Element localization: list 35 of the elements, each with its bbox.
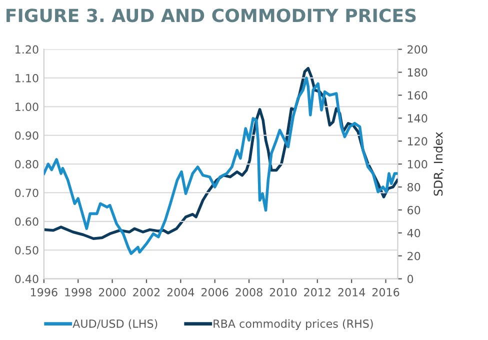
x-tick-label: 2000 — [98, 288, 126, 296]
y2-tick-label: 60 — [408, 206, 420, 214]
x-tick-label: 2004 — [167, 288, 194, 296]
y-tick-label: 0.70 — [15, 188, 38, 198]
y2-tick-label: 40 — [407, 228, 420, 238]
x-tick-label: 2002 — [133, 288, 160, 296]
y2-tick-label: 140 — [408, 114, 428, 123]
legend-label: RBA commodity prices (RHS) — [214, 319, 373, 330]
y2-tick-label: 200 — [408, 45, 428, 54]
y2-tick-label: 0 — [407, 274, 414, 284]
y2-tick-label: 120 — [408, 137, 428, 146]
x-tick-label: 1998 — [65, 288, 92, 296]
y-tick-label: 0.40 — [15, 274, 38, 284]
x-tick-label: 2010 — [270, 288, 297, 296]
chart-title: FIGURE 3. AUD AND COMMODITY PRICES — [6, 8, 416, 22]
y-tick-label: 1.20 — [16, 45, 38, 54]
y-tick-label: 0.60 — [15, 217, 38, 226]
y2-tick-label: 180 — [408, 68, 428, 77]
y-tick-label: 1.00 — [16, 102, 38, 112]
y-tick-label: 1.10 — [16, 74, 38, 82]
x-tick-label: 2008 — [236, 288, 262, 296]
y-tick-label: 0.80 — [15, 160, 38, 168]
y2-axis-title: SDR, Index — [434, 132, 444, 196]
x-tick-label: 2016 — [372, 288, 400, 296]
x-tick-label: 2012 — [304, 288, 330, 296]
y2-tick-label: 100 — [408, 160, 428, 168]
y-tick-label: 0.90 — [15, 131, 38, 140]
y-tick-label: 0.50 — [15, 246, 38, 254]
y2-tick-label: 20 — [408, 252, 420, 260]
y2-tick-label: 80 — [408, 182, 420, 192]
y2-tick-label: 160 — [408, 91, 428, 100]
x-tick-label: 1996 — [31, 288, 58, 296]
x-tick-label: 2014 — [338, 288, 366, 296]
legend-label: AUD/USD (LHS) — [72, 319, 158, 330]
x-tick-label: 2006 — [202, 288, 228, 296]
